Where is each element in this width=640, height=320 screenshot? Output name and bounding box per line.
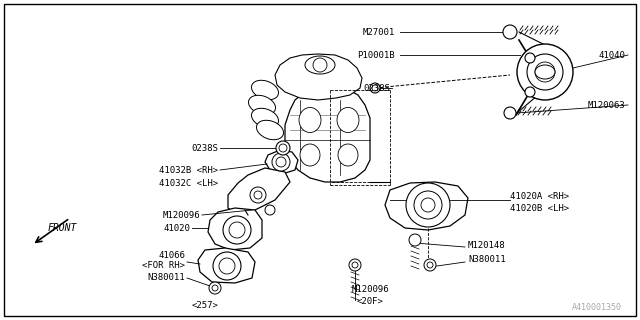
Text: A410001350: A410001350	[572, 303, 622, 313]
Ellipse shape	[300, 144, 320, 166]
Text: 0238S: 0238S	[363, 84, 390, 92]
Circle shape	[223, 216, 251, 244]
Polygon shape	[275, 54, 362, 100]
Circle shape	[212, 285, 218, 291]
Text: 41020B <LH>: 41020B <LH>	[510, 204, 569, 212]
Ellipse shape	[299, 108, 321, 132]
Circle shape	[276, 157, 286, 167]
Text: 41020: 41020	[163, 223, 190, 233]
Ellipse shape	[535, 65, 555, 79]
Circle shape	[352, 262, 358, 268]
Circle shape	[535, 62, 555, 82]
Ellipse shape	[252, 80, 278, 100]
Polygon shape	[228, 168, 290, 215]
Circle shape	[527, 54, 563, 90]
Circle shape	[427, 262, 433, 268]
Circle shape	[254, 191, 262, 199]
Text: P10001B: P10001B	[357, 51, 395, 60]
Text: 41040: 41040	[598, 51, 625, 60]
Circle shape	[272, 153, 290, 171]
Circle shape	[276, 141, 290, 155]
Circle shape	[219, 258, 235, 274]
Text: 41032B <RH>: 41032B <RH>	[159, 165, 218, 174]
Text: 0238S: 0238S	[191, 143, 218, 153]
Circle shape	[372, 85, 378, 91]
Circle shape	[503, 25, 517, 39]
Text: 41032C <LH>: 41032C <LH>	[159, 179, 218, 188]
Polygon shape	[198, 248, 255, 283]
Text: N380011: N380011	[147, 274, 185, 283]
Circle shape	[525, 87, 535, 97]
Circle shape	[504, 107, 516, 119]
Ellipse shape	[338, 144, 358, 166]
Text: FRONT: FRONT	[47, 223, 77, 233]
Circle shape	[525, 53, 535, 63]
Text: M120096: M120096	[163, 211, 200, 220]
Circle shape	[229, 222, 245, 238]
Ellipse shape	[257, 120, 284, 140]
Circle shape	[265, 205, 275, 215]
Text: N380011: N380011	[468, 255, 506, 265]
Circle shape	[517, 44, 573, 100]
Text: 41066: 41066	[158, 251, 185, 260]
Text: M120148: M120148	[468, 241, 506, 250]
Text: <257>: <257>	[191, 300, 218, 309]
Circle shape	[250, 187, 266, 203]
Polygon shape	[285, 86, 370, 182]
Polygon shape	[265, 150, 298, 174]
Ellipse shape	[337, 108, 359, 132]
Ellipse shape	[305, 56, 335, 74]
Circle shape	[424, 259, 436, 271]
Circle shape	[370, 83, 380, 93]
Circle shape	[313, 58, 327, 72]
Text: <FOR RH>: <FOR RH>	[142, 261, 185, 270]
Text: M120063: M120063	[588, 100, 625, 109]
Circle shape	[406, 183, 450, 227]
Circle shape	[279, 144, 287, 152]
Circle shape	[209, 282, 221, 294]
Circle shape	[421, 198, 435, 212]
Ellipse shape	[252, 108, 278, 128]
Circle shape	[349, 259, 361, 271]
Polygon shape	[208, 208, 262, 250]
Circle shape	[414, 191, 442, 219]
Text: 41020A <RH>: 41020A <RH>	[510, 191, 569, 201]
Circle shape	[409, 234, 421, 246]
Text: M120096: M120096	[351, 285, 389, 294]
Ellipse shape	[248, 95, 275, 115]
Text: M27001: M27001	[363, 28, 395, 36]
Circle shape	[213, 252, 241, 280]
Text: <20F>: <20F>	[356, 298, 383, 307]
Polygon shape	[385, 182, 468, 230]
